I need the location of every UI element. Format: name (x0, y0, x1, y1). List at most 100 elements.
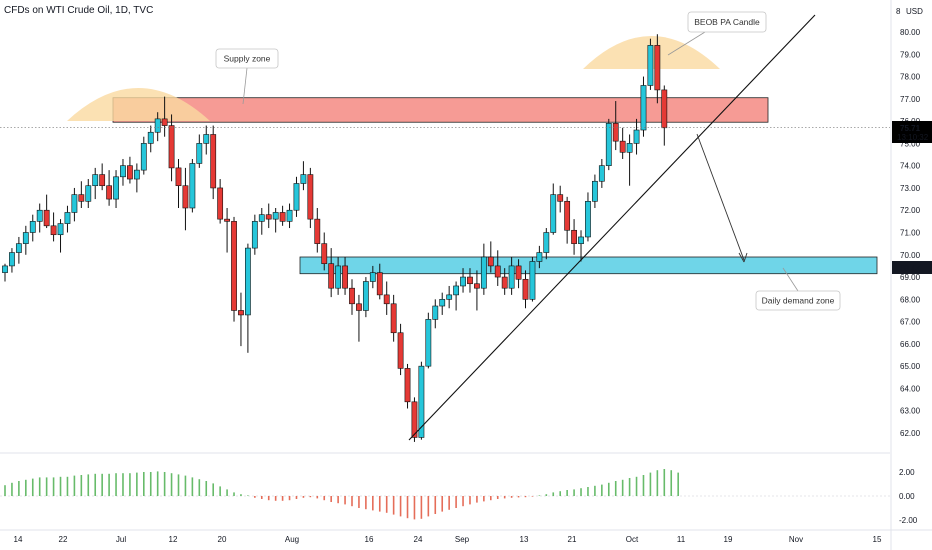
candle-body (92, 174, 99, 187)
time-tick-label: Oct (626, 535, 639, 544)
candle-body (182, 185, 189, 209)
time-tick-label: 20 (218, 535, 227, 544)
candle-body (487, 256, 494, 267)
candle-body (369, 272, 376, 282)
time-tick-label: 22 (59, 535, 68, 544)
candle (446, 285, 453, 309)
beob-callout: BEOB PA Candle (667, 11, 767, 56)
candle (328, 248, 335, 298)
candle-body (501, 276, 508, 289)
candle-body (529, 261, 536, 300)
candle-body (328, 263, 335, 289)
candle-body (113, 176, 119, 200)
candle-body (619, 140, 626, 153)
current-price-value: 75.71 (900, 124, 921, 133)
candle (654, 34, 661, 104)
candle-body (251, 221, 258, 249)
candle (133, 163, 140, 193)
candle-body (598, 165, 605, 182)
candle-body (612, 123, 619, 142)
candle (390, 294, 397, 342)
candle-body (196, 143, 203, 164)
candle (362, 277, 369, 318)
beob-callout-box (687, 11, 767, 33)
candle-body (36, 209, 43, 222)
demand-price-value: 69.47 (900, 264, 921, 273)
candle (224, 207, 230, 253)
candle (168, 114, 175, 182)
candle-body (9, 252, 15, 267)
candle-body (85, 185, 92, 202)
candle (99, 163, 106, 191)
candle-body (480, 256, 487, 289)
time-tick-label: 14 (14, 535, 23, 544)
candle (217, 179, 224, 224)
candle (612, 101, 619, 151)
left-hump (67, 88, 210, 121)
time-tick-label: 11 (677, 535, 686, 544)
candle (397, 323, 404, 376)
candle (161, 96, 168, 137)
candle-body (78, 194, 85, 202)
candle-body (279, 212, 286, 222)
candle-body (238, 310, 244, 316)
candle (321, 232, 328, 271)
candle (591, 174, 598, 208)
price-tick-label: 67.00 (900, 318, 921, 327)
candle-body (550, 194, 557, 233)
candle (480, 243, 487, 295)
price-tick-label: 63.00 (900, 407, 921, 416)
candle (251, 214, 258, 255)
candle (64, 205, 71, 233)
projection-arrow (696, 133, 745, 261)
candle (633, 118, 640, 155)
candle-body (654, 45, 661, 91)
candle (404, 363, 411, 409)
candle (43, 194, 50, 229)
demand-callout-text: Daily demand zone (762, 296, 835, 306)
candle (376, 263, 383, 300)
candle (9, 248, 15, 273)
candle-body (2, 265, 8, 273)
candle-body (224, 218, 230, 222)
price-tick-label: 74.00 (900, 162, 921, 171)
candle-body (578, 236, 584, 244)
price-tick-label: 73.00 (900, 184, 921, 193)
candle-body (397, 332, 404, 369)
candle-body (293, 183, 300, 211)
candle (536, 245, 543, 269)
candle-body (258, 214, 265, 222)
annotations-layer: Supply zone BEOB PA Candle Daily demand zo… (215, 11, 841, 311)
candle (140, 136, 147, 175)
candle-body (474, 283, 480, 289)
time-tick-label: Nov (789, 535, 803, 544)
candle-body (154, 118, 161, 133)
candle-body (536, 252, 543, 262)
price-tick-label: 65.00 (900, 362, 921, 371)
candle (85, 179, 92, 208)
candle (474, 270, 480, 311)
candle-body (425, 319, 432, 367)
candle-body (508, 265, 515, 289)
price-tick-label: 75.00 (900, 139, 921, 148)
oscillator-layer (0, 452, 890, 520)
candle (425, 312, 432, 369)
time-tick-label: 21 (568, 535, 577, 544)
candle-body (626, 143, 633, 153)
candle-body (376, 272, 383, 296)
countdown-timer: 13:10:32 (897, 133, 929, 142)
candle-body (50, 225, 57, 236)
time-tick-label: 13 (520, 535, 529, 544)
candle-body (418, 365, 425, 438)
demand-price-tag (892, 261, 932, 274)
candle (439, 292, 446, 315)
candle-body (439, 299, 446, 307)
candle (189, 158, 196, 213)
candle (369, 265, 376, 289)
candle-body (106, 185, 112, 200)
candle-body (168, 125, 175, 169)
candle-body (231, 221, 237, 311)
time-tick-label: 24 (414, 535, 423, 544)
